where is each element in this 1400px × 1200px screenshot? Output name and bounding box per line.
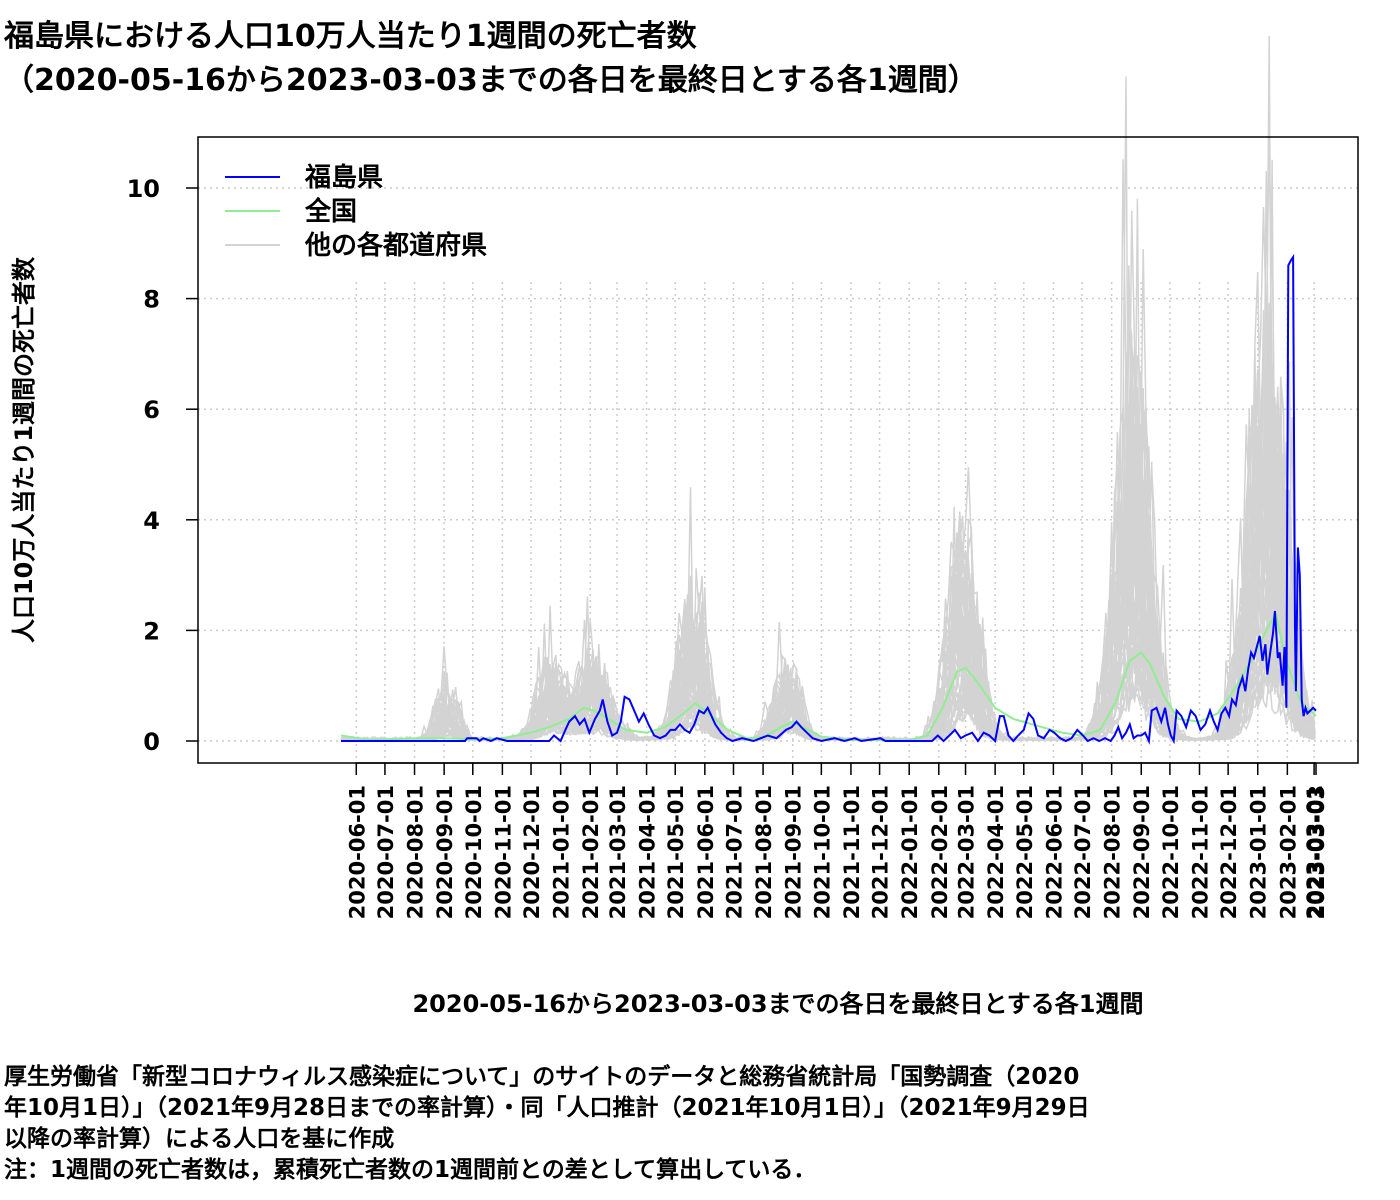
other-prefecture-line — [340, 76, 1316, 741]
series-lines — [340, 253, 1317, 745]
legend-label-national: 全国 — [304, 196, 357, 227]
x-tick-label: 2021-07-01 — [722, 785, 746, 919]
x-tick-label: 2022-03-01 — [955, 785, 979, 919]
x-tick-label: 2021-03-01 — [606, 785, 630, 919]
x-tick-label: 2021-08-01 — [752, 785, 776, 919]
x-tick-label: 2022-08-01 — [1101, 785, 1125, 919]
other-prefecture-line — [340, 273, 1316, 741]
other-prefecture-line — [340, 361, 1316, 741]
x-tick-label: 2021-09-01 — [782, 785, 806, 919]
x-tick-label: 2020-07-01 — [374, 785, 398, 919]
x-tick-label: 2022-12-01 — [1217, 785, 1241, 919]
x-tick-label: 2020-08-01 — [404, 785, 428, 919]
chart-title-line2: （2020-05-16から2023-03-03までの各日を最終日とする各1週間） — [4, 63, 978, 98]
source-notes: 厚生労働省「新型コロナウィルス感染症について」のサイトのデータと総務省統計局「国… — [4, 1062, 1396, 1186]
x-tick-label: 2021-12-01 — [869, 785, 893, 919]
legend-label-fukushima: 福島県 — [304, 163, 383, 193]
other-prefecture-line — [340, 310, 1316, 741]
y-tick-label: 6 — [143, 396, 160, 424]
chart-title-line1: 福島県における人口10万人当たり1週間の死亡者数 — [3, 19, 698, 54]
x-tick-label: 2020-06-01 — [345, 785, 369, 919]
x-tick-label: 2022-04-01 — [984, 785, 1008, 919]
note-line: 厚生労働省「新型コロナウィルス感染症について」のサイトのデータと総務省統計局「国… — [4, 1064, 1080, 1090]
x-tick-label: 2020-11-01 — [491, 785, 515, 919]
x-tick-label: 2022-10-01 — [1159, 785, 1183, 919]
other-prefecture-line — [340, 127, 1316, 741]
x-tick-label: 2022-01-01 — [898, 785, 922, 919]
y-tick-label: 2 — [143, 617, 160, 645]
x-tick-label: 2023-02-01 — [1276, 785, 1300, 919]
x-tick-label: 2021-05-01 — [664, 785, 688, 919]
y-tick-label: 8 — [143, 286, 160, 314]
x-tick-label: 2022-11-01 — [1188, 785, 1212, 919]
x-tick-label: 2022-05-01 — [1013, 785, 1037, 919]
note-line: 注：1週間の死亡者数は，累積死亡者数の1週間前との差として算出している． — [4, 1157, 817, 1183]
x-tick-label: 2021-11-01 — [840, 785, 864, 919]
x-tick-label: 2022-07-01 — [1071, 785, 1095, 919]
x-tick-label: 2023-03-03 — [1305, 785, 1329, 919]
x-tick-label: 2022-02-01 — [928, 785, 952, 919]
x-axis: 2020-06-01 2020-07-01 2020-08-01 2020-09-01… — [345, 762, 1329, 919]
chart-area: 福島県における人口10万人当たり1週間の死亡者数 （2020-05-16から20… — [3, 19, 1359, 1018]
x-tick-label: 2021-01-01 — [550, 785, 574, 919]
other-prefecture-line — [341, 265, 1316, 741]
x-tick-label: 2022-06-01 — [1042, 785, 1066, 919]
other-prefecture-line — [340, 210, 1316, 741]
legend-label-others: 他の各都道府県 — [304, 230, 487, 261]
other-prefecture-line — [340, 348, 1316, 741]
x-tick-label: 2021-04-01 — [636, 785, 660, 919]
x-tick-label: 2021-02-01 — [579, 785, 603, 919]
other-prefecture-line — [340, 206, 1316, 741]
other-prefecture-line — [340, 35, 1316, 741]
y-axis-label: 人口10万人当たり1週間の死亡者数 — [10, 256, 38, 643]
legend: 福島県 全国 他の各都道府県 — [225, 163, 487, 261]
note-line: 年10月1日）」（2021年9月28日までの率計算）・同「人口推計（2021年1… — [4, 1095, 1090, 1121]
x-tick-label: 2020-09-01 — [433, 785, 457, 919]
x-tick-label: 2023-03-01 — [1303, 785, 1327, 919]
other-prefectures-lines — [340, 35, 1316, 742]
note-line: 以降の率計算）による人口を基に作成 — [4, 1126, 395, 1152]
y-tick-label: 4 — [143, 507, 160, 535]
other-prefecture-line — [340, 198, 1316, 741]
other-prefecture-line — [340, 303, 1316, 741]
x-tick-label: 2023-01-01 — [1247, 785, 1271, 919]
y-axis: 0 2 4 6 8 10 — [127, 175, 198, 756]
x-axis-label: 2020-05-16から2023-03-03までの各日を最終日とする各1週間 — [412, 990, 1143, 1018]
y-tick-label: 0 — [143, 728, 160, 756]
x-tick-label: 2022-09-01 — [1130, 785, 1154, 919]
x-tick-label: 2021-06-01 — [694, 785, 718, 919]
other-prefecture-line — [340, 361, 1316, 741]
x-tick-label: 2020-12-01 — [520, 785, 544, 919]
y-tick-label: 10 — [127, 175, 160, 203]
other-prefecture-line — [340, 484, 1316, 741]
x-tick-label: 2020-10-01 — [462, 785, 486, 919]
x-tick-label: 2021-10-01 — [810, 785, 834, 919]
other-prefecture-line — [340, 170, 1316, 741]
fukushima-series-line — [341, 253, 1317, 745]
other-prefecture-line — [340, 159, 1316, 741]
